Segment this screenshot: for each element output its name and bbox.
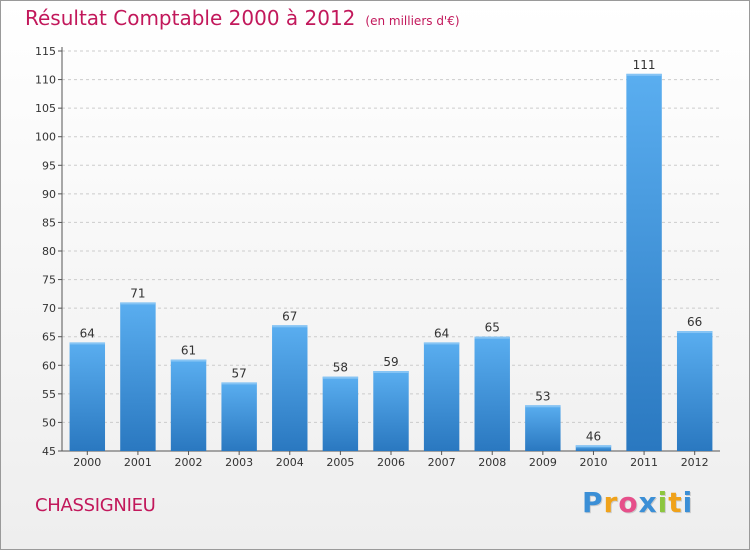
x-tick-label: 2001 xyxy=(124,456,152,469)
x-tick-labels: 2000 2001 2002 2003 2004 2005 2006 2007 2008 2009… xyxy=(73,456,708,469)
chart-subtitle: (en milliers d'€) xyxy=(365,14,460,28)
logo-letter: i xyxy=(657,486,669,519)
y-tick-label: 115 xyxy=(35,45,56,58)
grid-lines xyxy=(62,50,720,423)
y-tick-label: 50 xyxy=(42,416,56,429)
logo-letter: i xyxy=(682,486,694,519)
logo-letter: o xyxy=(618,486,639,519)
value-label: 53 xyxy=(535,389,550,403)
x-tick-label: 2007 xyxy=(428,456,456,469)
chart-title: Résultat Comptable 2000 à 2012 xyxy=(25,6,356,30)
bar[interactable] xyxy=(525,405,561,451)
bar[interactable] xyxy=(221,382,257,451)
bar-top-highlight xyxy=(575,445,612,448)
bar-top-highlight xyxy=(322,376,359,379)
y-tick-label: 75 xyxy=(42,274,56,287)
bar-top-highlight xyxy=(525,405,561,408)
bar-top-highlight xyxy=(120,302,156,305)
logo-letter: x xyxy=(638,486,658,519)
y-tick-labels: 45 50 55 60 65 70 75 80 85 90 95 100 105 110 115 xyxy=(35,45,56,458)
value-label: 46 xyxy=(586,429,601,443)
chart-title-block: Résultat Comptable 2000 à 2012 (en millie… xyxy=(25,6,460,30)
bar-top-highlight xyxy=(373,371,409,373)
bar[interactable] xyxy=(272,325,308,451)
bar-top-highlight xyxy=(626,73,662,76)
x-tick-label: 2004 xyxy=(276,456,304,469)
value-label: 66 xyxy=(687,315,702,329)
y-tick-label: 105 xyxy=(35,102,56,115)
value-label: 58 xyxy=(333,361,348,375)
y-tick-label: 65 xyxy=(42,331,56,344)
x-tick-label: 2002 xyxy=(175,456,203,469)
bars xyxy=(69,73,713,451)
y-tick-label: 90 xyxy=(42,188,56,201)
bar[interactable] xyxy=(423,342,460,451)
bar[interactable] xyxy=(120,302,156,451)
y-tick-label: 110 xyxy=(35,74,56,87)
bar-top-highlight xyxy=(474,336,510,339)
bar[interactable] xyxy=(626,73,662,451)
bar[interactable] xyxy=(322,376,359,451)
value-label: 64 xyxy=(434,326,449,340)
bar[interactable] xyxy=(575,445,612,451)
x-tick-label: 2005 xyxy=(326,456,354,469)
proxiti-logo[interactable]: Proxiti xyxy=(582,486,693,519)
logo-letter: P xyxy=(582,486,604,519)
y-tick-label: 45 xyxy=(42,445,56,458)
value-label: 59 xyxy=(383,355,398,369)
x-tick-label: 2012 xyxy=(681,456,709,469)
x-tick-label: 2010 xyxy=(579,456,607,469)
y-tick-label: 80 xyxy=(42,245,56,258)
bar[interactable] xyxy=(474,336,510,451)
bar-top-highlight xyxy=(221,382,257,385)
bar-top-highlight xyxy=(170,359,207,362)
x-tick-label: 2003 xyxy=(225,456,253,469)
bar-top-highlight xyxy=(423,342,460,345)
y-tick-label: 70 xyxy=(42,302,56,315)
x-tick-label: 2006 xyxy=(377,456,405,469)
bar[interactable] xyxy=(373,371,409,451)
bar[interactable] xyxy=(676,331,713,451)
bar[interactable] xyxy=(69,342,106,451)
logo-letter: t xyxy=(668,486,683,519)
value-label: 71 xyxy=(130,286,145,300)
bar[interactable] xyxy=(170,359,207,451)
x-tick-label: 2008 xyxy=(478,456,506,469)
x-tick-label: 2009 xyxy=(529,456,557,469)
x-tick-label: 2000 xyxy=(73,456,101,469)
value-label: 61 xyxy=(181,344,196,358)
value-label: 64 xyxy=(80,326,95,340)
bar-top-highlight xyxy=(676,331,713,333)
bar-top-highlight xyxy=(272,325,308,328)
y-tick-label: 100 xyxy=(35,131,56,144)
bar-top-highlight xyxy=(69,342,106,345)
value-label: 65 xyxy=(485,321,500,335)
value-label: 67 xyxy=(282,309,297,323)
y-tick-label: 60 xyxy=(42,359,56,372)
y-tick-label: 85 xyxy=(42,216,56,229)
x-tick-label: 2011 xyxy=(630,456,658,469)
y-tick-label: 55 xyxy=(42,388,56,401)
commune-name: CHASSIGNIEU xyxy=(35,495,156,516)
logo-letter: r xyxy=(603,486,619,519)
value-label: 111 xyxy=(633,58,656,72)
value-label: 57 xyxy=(232,366,247,380)
y-tick-label: 95 xyxy=(42,159,56,172)
value-labels: 64 71 61 57 67 58 59 64 65 53 46 111 66 xyxy=(80,58,703,443)
